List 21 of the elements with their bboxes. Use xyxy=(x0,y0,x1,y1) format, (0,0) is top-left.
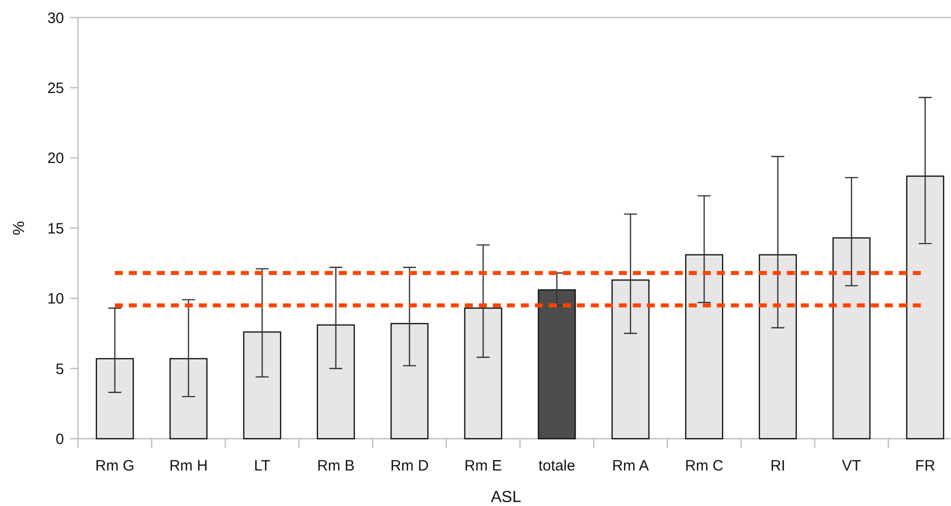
x-tick-label: Rm C xyxy=(685,458,724,475)
x-tick-label: Rm D xyxy=(390,458,429,475)
x-tick-label: Rm G xyxy=(95,458,134,475)
x-tick-label: RI xyxy=(770,458,786,475)
x-tick-label: VT xyxy=(842,458,862,475)
y-tick-label: 15 xyxy=(47,220,64,238)
y-tick-label: 10 xyxy=(47,290,64,308)
x-tick-label: Rm B xyxy=(317,458,355,475)
x-tick-label: Rm A xyxy=(612,458,649,475)
x-tick-label: Rm E xyxy=(464,458,502,475)
y-axis-title: % xyxy=(11,220,28,236)
y-tick-label: 0 xyxy=(56,430,64,448)
x-tick-label: Rm H xyxy=(169,458,208,475)
y-tick-label: 25 xyxy=(47,80,64,97)
x-tick-label: totale xyxy=(538,458,576,475)
x-axis-title: ASL xyxy=(490,489,522,506)
x-tick-label: FR xyxy=(915,458,936,475)
y-tick-label: 20 xyxy=(47,150,64,168)
x-tick-label: LT xyxy=(254,458,270,475)
y-tick-label: 5 xyxy=(56,360,64,378)
y-tick-label: 30 xyxy=(47,10,64,27)
